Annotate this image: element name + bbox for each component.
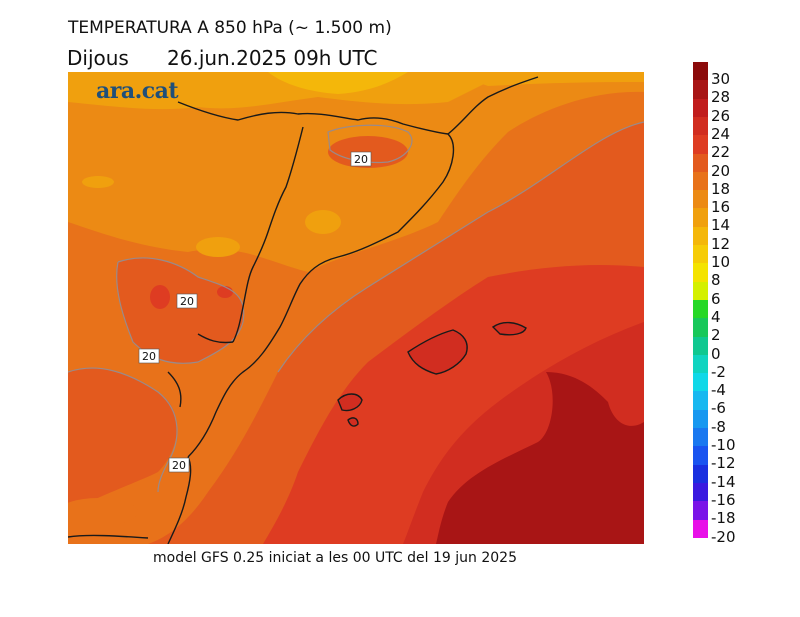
legend-label: 28 bbox=[711, 88, 731, 107]
legend-label: -6 bbox=[711, 399, 726, 418]
map-subtitle: Dijous 26.jun.2025 09h UTC bbox=[67, 46, 377, 70]
legend-swatch bbox=[693, 391, 708, 411]
model-info: model GFS 0.25 iniciat a les 00 UTC del … bbox=[153, 550, 517, 566]
legend-swatch bbox=[693, 281, 708, 301]
legend-label: 24 bbox=[711, 124, 731, 143]
legend-label: -12 bbox=[711, 454, 736, 473]
datetime-label: 26.jun.2025 09h UTC bbox=[167, 46, 378, 70]
legend-label: -2 bbox=[711, 362, 726, 381]
legend-swatch bbox=[693, 299, 708, 319]
legend-label: -18 bbox=[711, 509, 736, 528]
legend-swatch bbox=[693, 208, 708, 228]
legend-swatch bbox=[693, 153, 708, 173]
legend-swatch bbox=[693, 446, 708, 466]
ara-cat-logo[interactable]: ara.cat bbox=[96, 78, 179, 104]
legend-swatch bbox=[693, 226, 708, 246]
coastlines bbox=[68, 76, 539, 544]
legend-swatch bbox=[693, 62, 708, 81]
zone-24-26 bbox=[436, 372, 644, 544]
legend-swatch bbox=[693, 318, 708, 337]
legend-label: -20 bbox=[711, 527, 736, 546]
legend-label: 30 bbox=[711, 70, 731, 88]
legend-label: 14 bbox=[711, 216, 731, 235]
legend-label: 26 bbox=[711, 106, 731, 125]
legend-swatch bbox=[693, 171, 708, 191]
legend-swatch bbox=[693, 336, 708, 356]
legend-label: 10 bbox=[711, 253, 731, 271]
svg-text:20: 20 bbox=[354, 153, 368, 166]
legend-label: 16 bbox=[711, 198, 731, 217]
map-title: TEMPERATURA A 850 hPa (~ 1.500 m) bbox=[68, 18, 392, 38]
zone-10-12 bbox=[268, 72, 408, 94]
legend-swatch bbox=[693, 501, 708, 520]
svg-text:20: 20 bbox=[142, 350, 156, 363]
legend-label: 8 bbox=[711, 271, 721, 290]
legend-label: 20 bbox=[711, 161, 731, 180]
legend-swatch bbox=[693, 354, 708, 374]
legend-label: -4 bbox=[711, 381, 726, 400]
legend-swatch bbox=[693, 263, 708, 283]
legend-swatch bbox=[693, 519, 708, 539]
map-canvas: 20 20 20 20 bbox=[68, 72, 644, 544]
legend-swatch bbox=[693, 98, 708, 118]
legend-bar bbox=[693, 62, 708, 539]
legend-swatch bbox=[693, 409, 708, 429]
contour-label: 20 bbox=[350, 151, 372, 167]
color-legend: 30 28 26 24 22 20 18 16 14 12 10 8 6 4 2 0 -2 -4 -6 -8 -10 -1… bbox=[693, 62, 800, 562]
legend-label: -10 bbox=[711, 436, 736, 454]
legend-swatch bbox=[693, 373, 708, 392]
zone-12-14 bbox=[68, 72, 508, 110]
legend-swatch bbox=[693, 482, 708, 502]
legend-label: 2 bbox=[711, 326, 721, 345]
balearic-islands bbox=[337, 321, 527, 427]
legend-label: -14 bbox=[711, 472, 736, 491]
contour-labels: 20 20 20 20 bbox=[138, 151, 372, 473]
contour-label: 20 bbox=[176, 293, 198, 309]
svg-text:20: 20 bbox=[180, 295, 194, 308]
svg-text:20: 20 bbox=[172, 459, 186, 472]
legend-label: -16 bbox=[711, 490, 736, 509]
legend-label: -8 bbox=[711, 417, 726, 436]
day-label: Dijous bbox=[67, 46, 129, 70]
legend-swatch bbox=[693, 245, 708, 264]
legend-swatch bbox=[693, 116, 708, 136]
legend-label: 6 bbox=[711, 289, 721, 308]
contour-label: 20 bbox=[168, 457, 190, 473]
legend-swatch bbox=[693, 135, 708, 154]
legend-swatch bbox=[693, 428, 708, 447]
legend-label: 12 bbox=[711, 234, 731, 253]
legend-label: 18 bbox=[711, 179, 731, 198]
legend-label: 4 bbox=[711, 307, 721, 326]
legend-label: 22 bbox=[711, 143, 731, 162]
temperature-map: 20 20 20 20 bbox=[68, 72, 644, 544]
legend-label: 0 bbox=[711, 344, 721, 363]
contour-label: 20 bbox=[138, 348, 160, 364]
legend-swatch bbox=[693, 190, 708, 209]
legend-swatch bbox=[693, 464, 708, 484]
legend-swatch bbox=[693, 80, 708, 100]
